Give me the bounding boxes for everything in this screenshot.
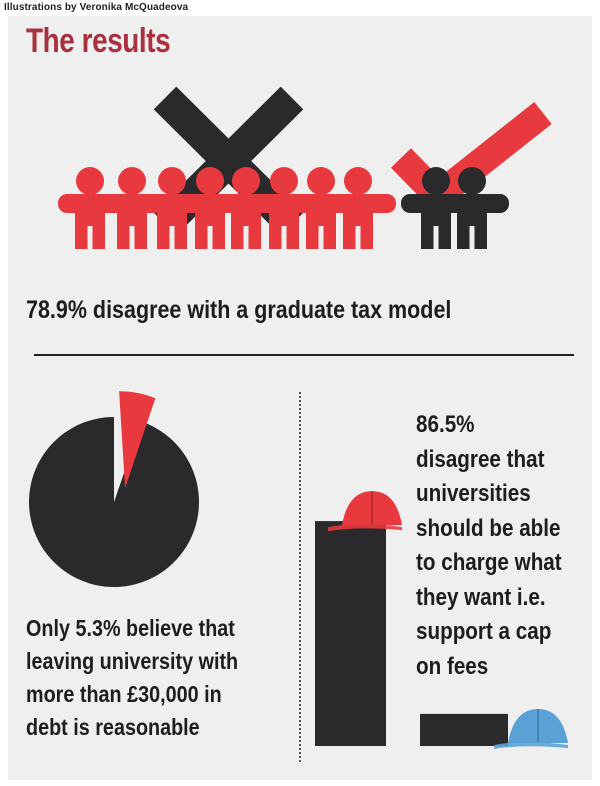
debt-stat-line: more than £30,000 in xyxy=(26,681,222,707)
cap-brim xyxy=(494,742,568,749)
leg-gap xyxy=(281,226,287,252)
illustration-credit: Illustrations by Veronika McQuadeova xyxy=(4,2,189,13)
debt-stat-line: leaving university with xyxy=(26,648,239,674)
fee-cap-bar-chart xyxy=(315,491,568,749)
person-head xyxy=(344,167,372,195)
leg-gap xyxy=(469,226,475,252)
debt-stat: Only 5.3% believe that leaving universit… xyxy=(26,612,238,744)
cap-crown xyxy=(508,709,568,743)
cap-crown xyxy=(342,491,402,526)
person-head xyxy=(270,167,298,195)
person-head xyxy=(196,167,224,195)
person-head xyxy=(307,167,335,195)
leg-gap xyxy=(243,226,249,252)
leg-gap xyxy=(129,226,135,252)
leg-gap xyxy=(207,226,213,252)
debt-pie-chart xyxy=(29,391,199,587)
fee-cap-stat: 86.5% disagree that universities should … xyxy=(416,408,562,684)
person-head xyxy=(158,167,186,195)
fee-cap-stat-line: should be able xyxy=(416,514,561,542)
leg-gap xyxy=(169,226,175,252)
leg-gap xyxy=(355,226,361,252)
page-title: The results xyxy=(26,22,171,60)
pie-slice-unreasonable xyxy=(29,417,199,587)
fee-cap-stat-line: to charge what xyxy=(416,549,562,576)
fee-cap-stat-line: on fees xyxy=(416,652,489,680)
fee-cap-stat-line: they want i.e. xyxy=(416,583,546,611)
pie-slice-reasonable xyxy=(119,391,156,489)
debt-stat-line: Only 5.3% believe that xyxy=(26,615,235,641)
fee-cap-stat-line: disagree that xyxy=(416,445,545,473)
bar-disagree xyxy=(315,521,386,746)
fee-cap-stat-line: 86.5% xyxy=(416,411,475,438)
blue-cap-icon xyxy=(494,709,568,749)
fee-cap-stat-line: support a cap xyxy=(416,618,552,645)
leg-gap xyxy=(87,226,93,252)
fee-cap-stat-line: universities xyxy=(416,480,531,507)
bar-agree xyxy=(420,713,508,746)
leg-gap xyxy=(433,226,439,252)
pictograph-chart xyxy=(58,86,552,252)
cap-brim xyxy=(328,524,402,532)
person-head xyxy=(422,167,450,195)
person-head xyxy=(76,167,104,195)
person-head xyxy=(232,167,260,195)
graduate-tax-stat: 78.9% disagree with a graduate tax model xyxy=(26,296,452,324)
debt-stat-line: debt is reasonable xyxy=(26,714,200,740)
arm-band xyxy=(401,194,509,213)
red-cap-icon xyxy=(328,491,402,532)
leg-gap xyxy=(318,226,324,252)
person-head xyxy=(118,167,146,195)
section-divider xyxy=(34,354,574,356)
column-divider xyxy=(299,392,301,762)
person-head xyxy=(458,167,486,195)
